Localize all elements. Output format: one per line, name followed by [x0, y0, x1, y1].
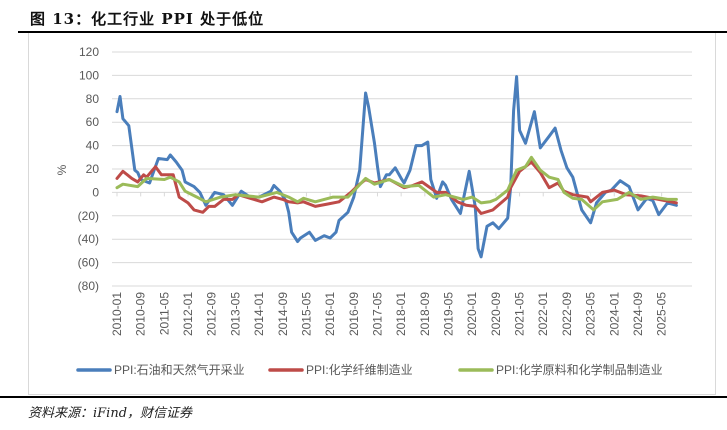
y-tick-label: 20 [86, 162, 100, 176]
x-tick-label: 2024-01 [607, 292, 621, 336]
y-tick-label: 100 [79, 68, 99, 82]
x-tick-label: 2019-05 [442, 292, 456, 336]
x-tick-label: 2017-05 [370, 292, 384, 336]
x-tick-label: 2018-01 [394, 292, 408, 336]
x-tick-label: 2022-09 [560, 292, 574, 336]
legend-label: PPI:石油和天然气开采业 [114, 362, 245, 377]
x-tick-label: 2024-09 [631, 292, 645, 336]
y-tick-label: (20) [78, 209, 99, 223]
source-rule [0, 396, 727, 398]
y-axis-label: % [55, 164, 69, 175]
x-tick-label: 2018-09 [418, 292, 432, 336]
legend-label: PPI:化学原料和化学制品制造业 [496, 362, 663, 377]
y-tick-label: (40) [78, 232, 99, 246]
x-tick-label: 2025-05 [655, 292, 669, 336]
x-tick-label: 2012-01 [181, 292, 195, 336]
x-tick-label: 2020-01 [465, 292, 479, 336]
x-tick-label: 2013-05 [228, 292, 242, 336]
x-tick-label: 2016-01 [323, 292, 337, 336]
series-line-3 [115, 155, 678, 212]
title-rule [18, 31, 727, 33]
x-tick-label: 2020-09 [489, 292, 503, 336]
series-line-1 [115, 75, 678, 259]
y-tick-label: 120 [79, 45, 99, 59]
figure-title: 图 13：化工行业 PPI 处于低位 [30, 10, 265, 28]
y-tick-label: 60 [86, 115, 100, 129]
x-tick-label: 2021-05 [513, 292, 527, 336]
x-tick-label: 2010-01 [110, 292, 124, 336]
x-tick-label: 2023-05 [584, 292, 598, 336]
x-tick-label: 2015-05 [299, 292, 313, 336]
legend-label: PPI:化学纤维制造业 [306, 362, 413, 377]
y-tick-label: 40 [86, 139, 100, 153]
y-tick-label: 0 [92, 185, 99, 199]
x-tick-label: 2014-01 [252, 292, 266, 336]
y-tick-label: 80 [86, 92, 100, 106]
x-tick-label: 2014-09 [276, 292, 290, 336]
x-tick-label: 2010-09 [134, 292, 148, 336]
source-note: 资料来源：iFind，财信证券 [28, 406, 193, 421]
y-tick-label: (80) [78, 279, 99, 293]
x-tick-label: 2022-01 [536, 292, 550, 336]
x-tick-label: 2012-09 [205, 292, 219, 336]
x-tick-label: 2011-05 [157, 292, 171, 335]
x-tick-label: 2016-09 [347, 292, 361, 336]
y-tick-label: (60) [78, 256, 99, 270]
chart-frame [28, 33, 716, 395]
